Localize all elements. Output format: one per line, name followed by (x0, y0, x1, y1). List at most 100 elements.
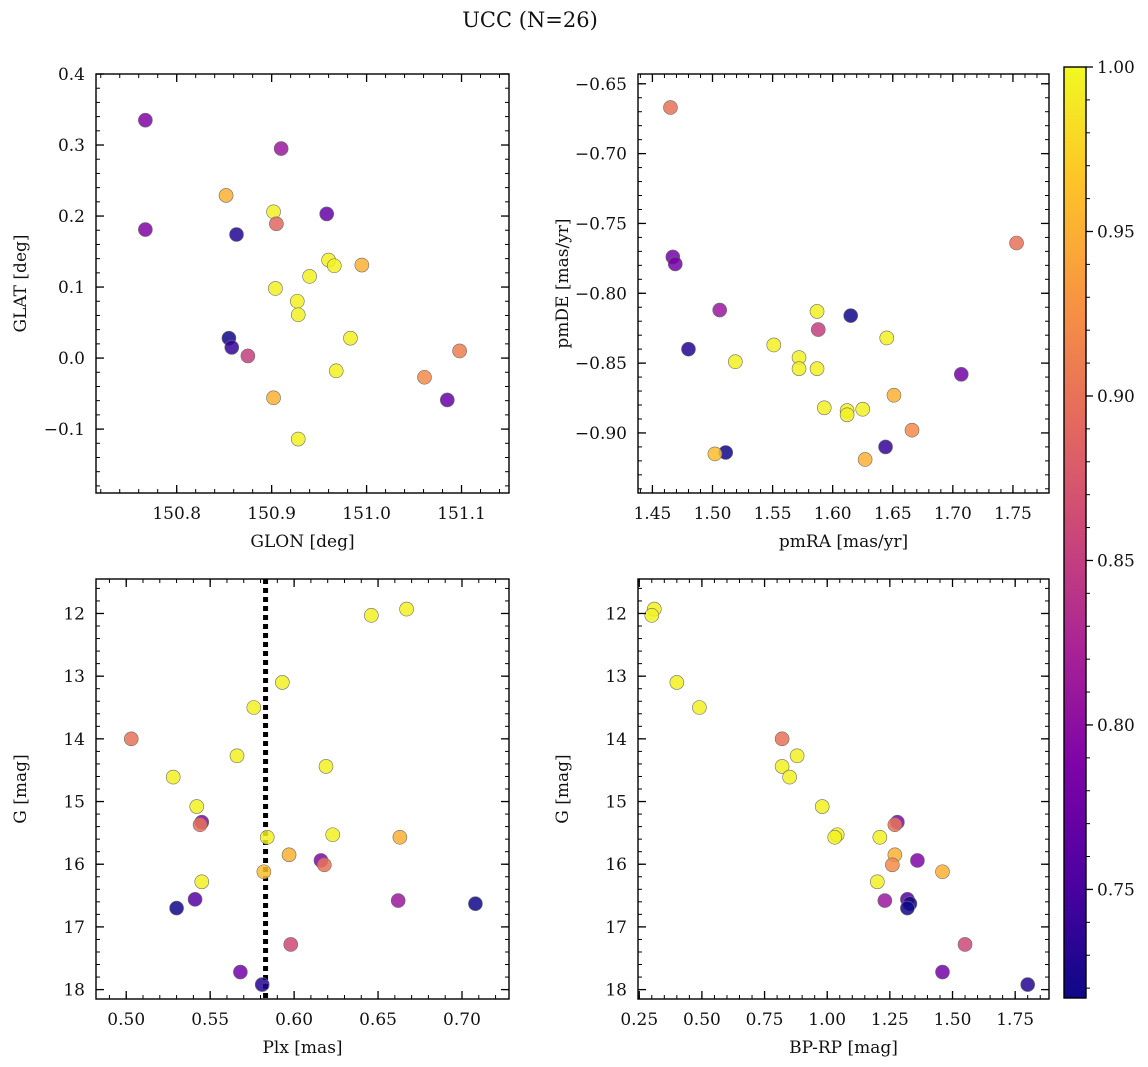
x-tick-label: 1.45 (633, 504, 671, 524)
data-point (872, 829, 888, 845)
data-point (343, 330, 358, 346)
x-tick-label: 1.75 (994, 504, 1032, 524)
data-point (439, 392, 455, 408)
x-axis-label: BP-RP [mag] (789, 1038, 898, 1058)
y-axis-label: pmDE [mas/yr] (553, 218, 573, 348)
y-tick-label: −0.75 (575, 214, 627, 234)
data-point (1009, 235, 1024, 251)
x-tick-label: 1.50 (694, 504, 732, 524)
y-tick-label: 0.0 (58, 349, 85, 369)
data-point (399, 601, 414, 617)
data-point (886, 387, 902, 403)
data-point (224, 340, 240, 355)
data-point (218, 188, 234, 203)
data-point (266, 390, 281, 406)
data-point (910, 853, 925, 868)
data-point (229, 748, 245, 764)
data-point (283, 937, 299, 952)
data-point (1020, 977, 1035, 992)
y-tick-label: 12 (63, 604, 85, 624)
y-axis-label: GLAT [deg] (11, 234, 31, 332)
data-point (290, 307, 306, 323)
data-point (843, 308, 859, 323)
data-point (468, 896, 483, 912)
data-point (123, 731, 139, 747)
data-point (169, 900, 184, 916)
data-point (816, 400, 832, 416)
colorbar-tick-label: 0.75 (1097, 880, 1135, 900)
x-tick-label: 1.60 (814, 504, 852, 524)
data-point (791, 361, 807, 376)
data-point (273, 141, 289, 156)
data-point (192, 817, 208, 833)
data-point (256, 864, 272, 880)
data-point (268, 281, 283, 296)
data-point (392, 829, 408, 845)
x-tick-label: 0.65 (359, 1010, 397, 1030)
y-tick-label: 14 (63, 730, 85, 750)
data-point (669, 675, 685, 690)
data-point (354, 257, 370, 273)
x-tick-label: 1.75 (996, 1010, 1034, 1030)
data-point (782, 769, 797, 785)
data-point (839, 407, 855, 423)
x-axis-label: GLON [deg] (250, 532, 354, 552)
y-tick-label: −0.80 (575, 284, 627, 304)
x-tick-label: 0.50 (107, 1010, 145, 1030)
data-point (417, 369, 432, 385)
x-tick-label: 1.55 (754, 504, 792, 524)
data-point (328, 363, 344, 379)
data-point (290, 431, 306, 447)
data-point (364, 608, 379, 623)
data-point (319, 206, 335, 222)
x-tick-label: 0.50 (683, 1010, 721, 1030)
y-tick-label: −0.70 (575, 145, 627, 165)
data-point (879, 330, 895, 346)
y-tick-label: −0.1 (44, 420, 85, 440)
data-point (855, 401, 871, 417)
data-point (644, 608, 660, 623)
y-tick-label: 18 (63, 981, 85, 1001)
data-point (878, 439, 893, 455)
data-point (707, 446, 723, 462)
data-point (317, 857, 332, 873)
x-tick-label: 150.8 (152, 504, 201, 524)
data-point (663, 100, 678, 115)
y-tick-label: 0.2 (58, 207, 85, 227)
colorbar-tick-label: 0.90 (1097, 387, 1135, 407)
data-point (259, 829, 275, 845)
data-point (692, 700, 707, 715)
data-point (774, 731, 790, 747)
data-point (728, 354, 743, 370)
panels: 150.8 150.9 151.0 151.1 −0.1 0.0 0.1 0.2 0.3 0.4 G… (11, 65, 1050, 1058)
data-point (814, 799, 830, 814)
data-point (810, 322, 826, 337)
y-tick-label: 18 (605, 981, 627, 1001)
data-point (165, 769, 181, 785)
axes-frame (637, 73, 1050, 494)
data-point (809, 304, 825, 319)
y-tick-label: 17 (605, 918, 627, 938)
x-tick-label: 1.25 (871, 1010, 909, 1030)
data-point (766, 337, 782, 353)
data-point (254, 977, 270, 992)
colorbar-gradient (1063, 66, 1087, 999)
data-point (289, 293, 305, 309)
axes-frame (95, 578, 510, 1000)
y-tick-label: 0.1 (58, 278, 85, 298)
data-point (325, 827, 341, 843)
data-point (318, 759, 334, 774)
data-point (900, 900, 915, 916)
axes-frame (95, 73, 510, 494)
data-point (957, 937, 973, 952)
data-point (275, 675, 290, 690)
colorbar-tick-label: 0.85 (1097, 551, 1135, 571)
x-tick-label: 1.00 (808, 1010, 846, 1030)
data-point (452, 343, 467, 359)
data-point (774, 759, 790, 774)
y-tick-label: 16 (63, 855, 85, 875)
data-point (194, 874, 210, 890)
data-point (269, 216, 284, 232)
colorbar-tick-label: 0.95 (1097, 222, 1135, 242)
